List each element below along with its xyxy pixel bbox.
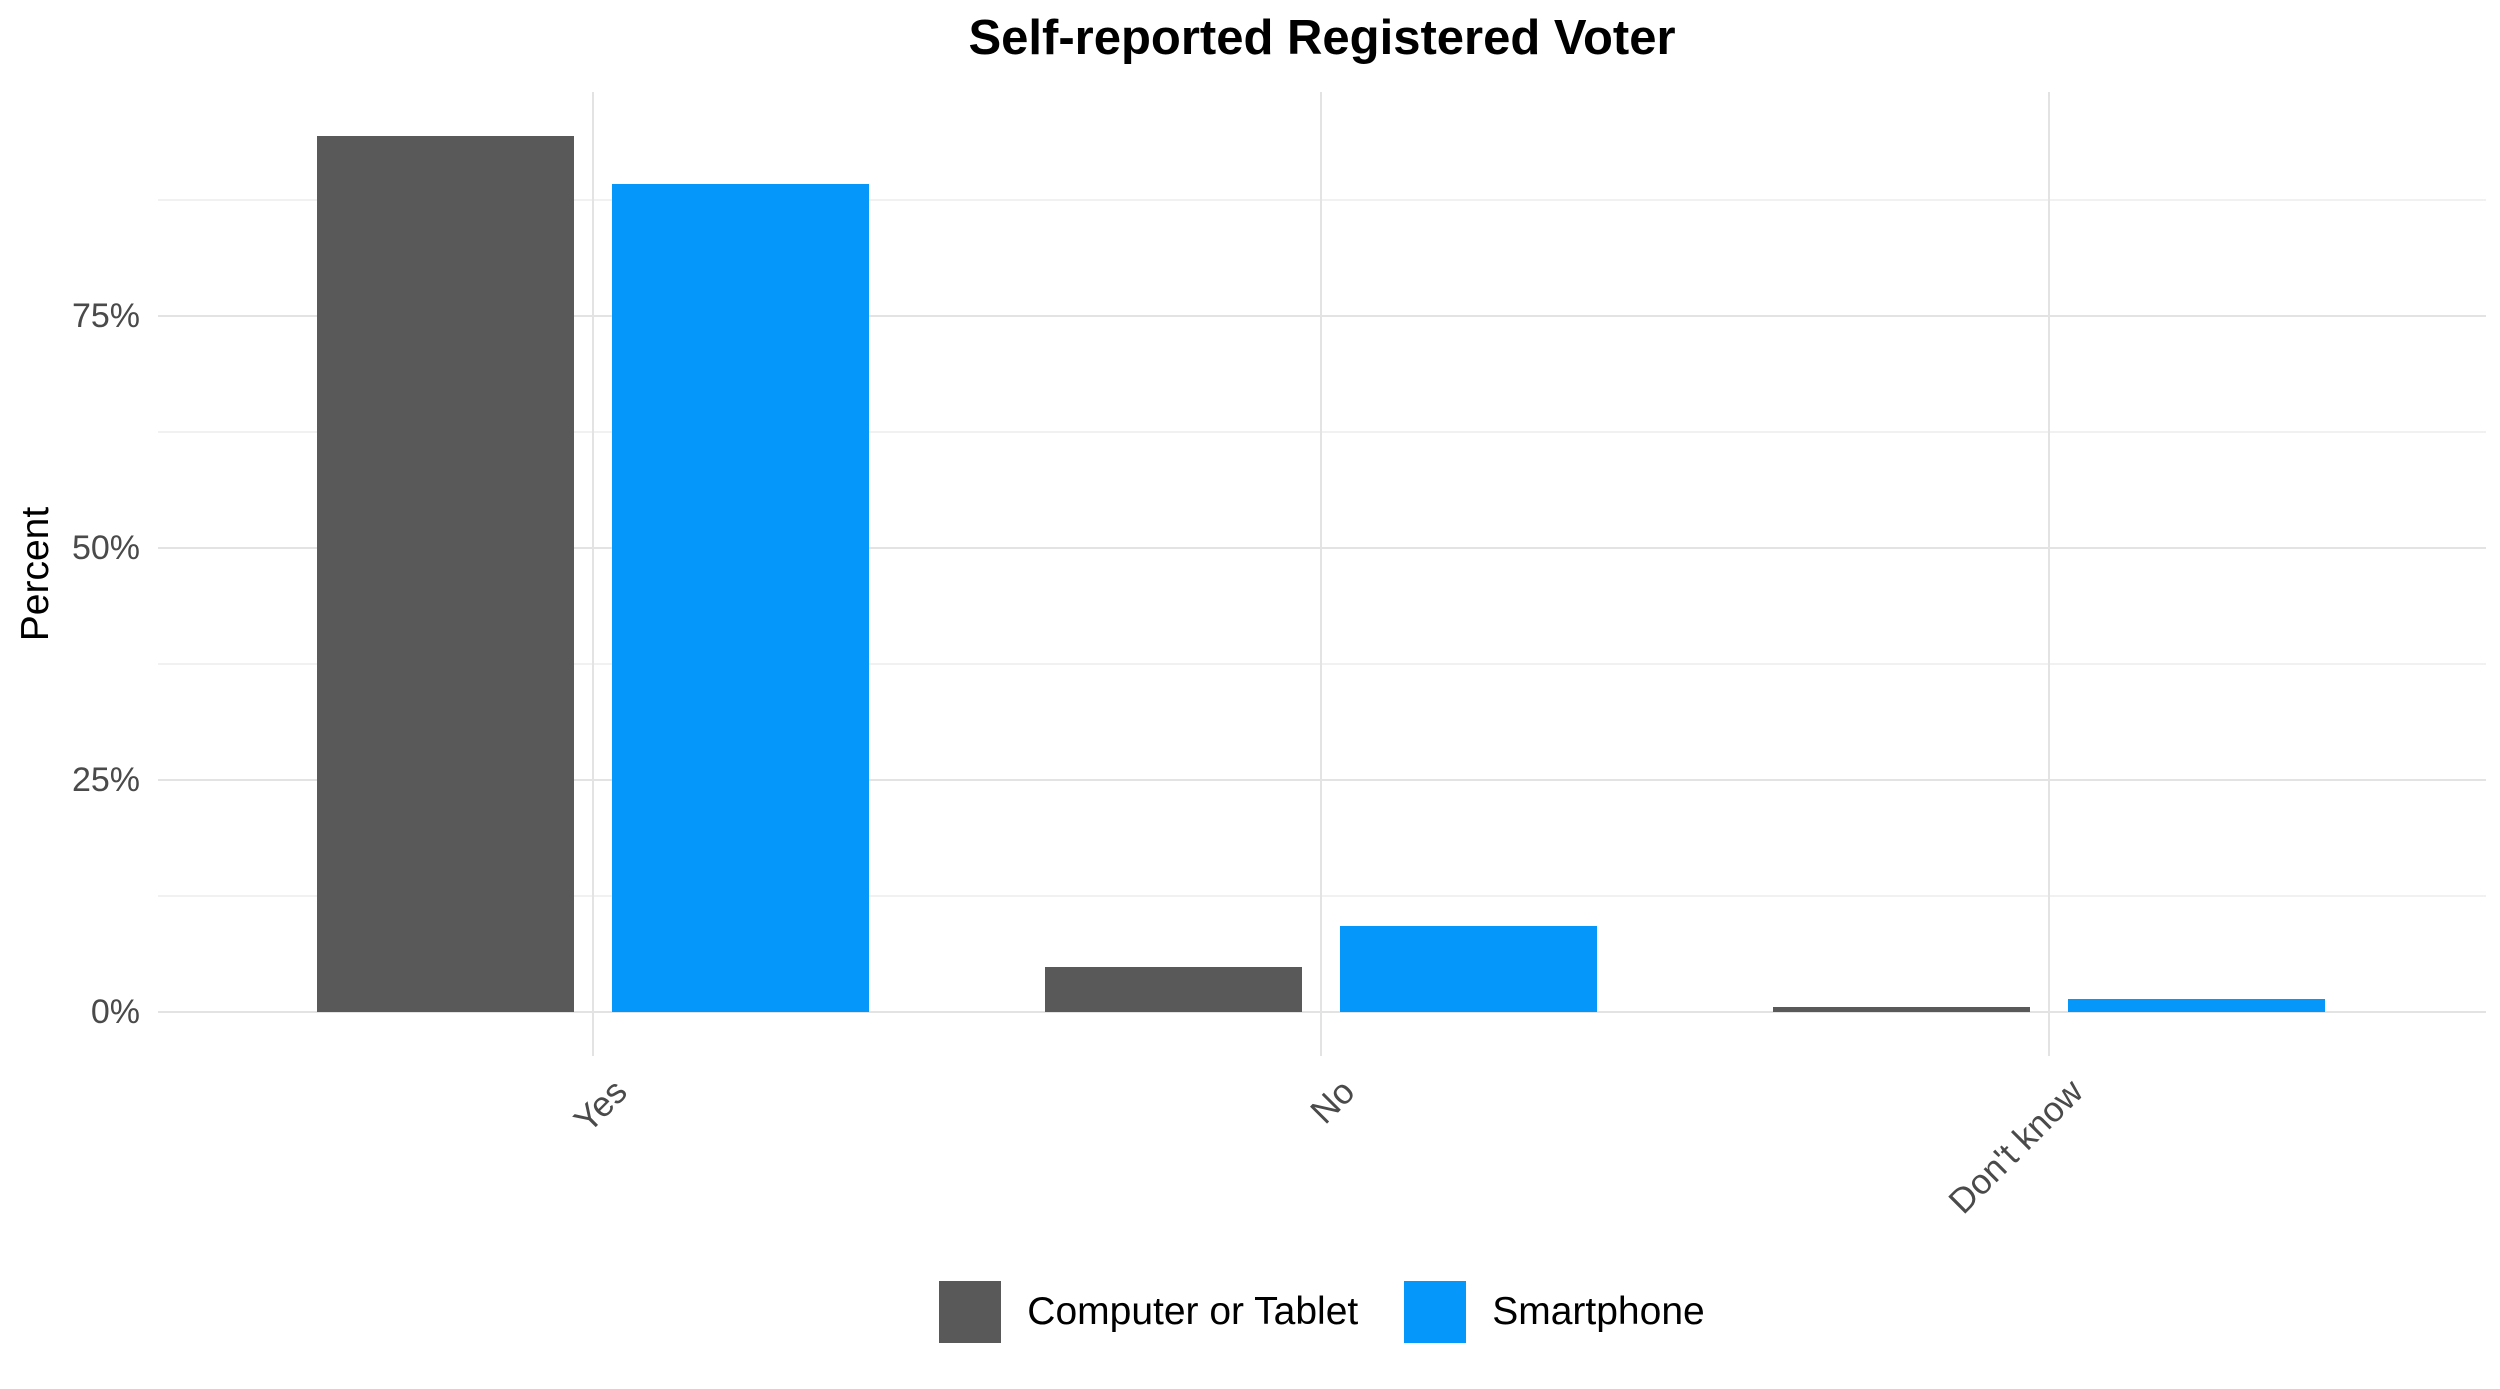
bar-smartphone bbox=[2068, 999, 2325, 1012]
y-tick-label: 25% bbox=[71, 761, 140, 799]
gridline-x-major bbox=[2048, 92, 2050, 1056]
bar-smartphone bbox=[1340, 925, 1597, 1012]
legend-label: Computer or Tablet bbox=[1027, 1290, 1359, 1333]
gridline-y-minor bbox=[158, 895, 2486, 897]
legend-swatch bbox=[939, 1281, 1002, 1343]
legend-label: Smartphone bbox=[1492, 1290, 1705, 1333]
gridline-y-minor bbox=[158, 431, 2486, 433]
x-category-label: Yes bbox=[566, 1072, 635, 1140]
legend-swatch bbox=[1404, 1281, 1467, 1343]
gridline-y-major bbox=[158, 779, 2486, 781]
legend: Computer or Tablet Smartphone bbox=[158, 1276, 2486, 1348]
bar-computer-or-tablet bbox=[1773, 1007, 2030, 1012]
bar-computer-or-tablet bbox=[317, 135, 574, 1012]
gridline-y-minor bbox=[158, 199, 2486, 201]
gridline-y-major bbox=[158, 547, 2486, 549]
legend-item: Smartphone bbox=[1404, 1281, 1705, 1343]
x-category-label: No bbox=[1303, 1072, 1363, 1132]
gridline-x-major bbox=[592, 92, 594, 1056]
chart-title: Self-reported Registered Voter bbox=[968, 11, 1676, 65]
y-tick-label: 75% bbox=[71, 297, 140, 335]
y-tick-label: 0% bbox=[90, 993, 140, 1031]
bar-computer-or-tablet bbox=[1045, 967, 1302, 1012]
gridline-y-minor bbox=[158, 663, 2486, 665]
gridline-y-major bbox=[158, 1011, 2486, 1013]
x-category-label: Don't know bbox=[1941, 1072, 2091, 1222]
legend-item: Computer or Tablet bbox=[939, 1281, 1358, 1343]
gridline-x-major bbox=[1320, 92, 1322, 1056]
y-tick-label: 50% bbox=[71, 529, 140, 567]
plot-panel bbox=[158, 92, 2486, 1056]
bar-smartphone bbox=[612, 184, 869, 1012]
gridline-y-major bbox=[158, 315, 2486, 317]
